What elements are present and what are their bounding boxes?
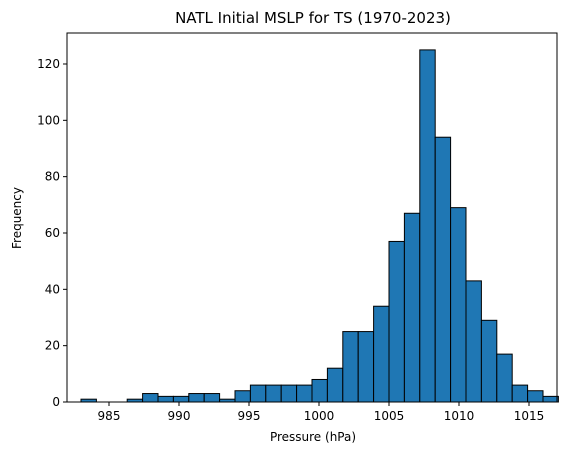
histogram-bar — [326, 367, 344, 403]
histogram-bar — [480, 319, 498, 403]
x-tick-label: 1000 — [304, 409, 335, 423]
x-tick-label: 995 — [238, 409, 261, 423]
x-tick-label: 985 — [98, 409, 121, 423]
histogram-bar — [203, 393, 221, 403]
y-tick-label: 120 — [37, 57, 60, 71]
histogram-bar — [373, 305, 390, 403]
y-axis-ticks: 0 20 40 60 80 100 120 — [37, 57, 67, 409]
histogram-bar — [280, 384, 298, 403]
histogram-bar — [342, 331, 359, 403]
histogram-bar — [157, 395, 174, 403]
histogram-bar — [296, 384, 313, 403]
histogram-bar — [465, 280, 482, 403]
y-tick-label: 40 — [45, 282, 60, 296]
x-tick-label: 990 — [168, 409, 191, 423]
histogram-bar — [265, 384, 282, 403]
y-tick-label: 20 — [45, 339, 60, 353]
histogram-bar — [172, 395, 190, 403]
y-tick-label: 0 — [52, 395, 60, 409]
chart-title: NATL Initial MSLP for TS (1970-2023) — [175, 9, 451, 27]
y-tick-label: 80 — [45, 170, 60, 184]
histogram-bar — [527, 390, 544, 403]
histogram-bar — [419, 49, 436, 403]
histogram-bar — [496, 353, 513, 403]
histogram-bar — [142, 393, 159, 403]
x-axis-label: Pressure (hPa) — [270, 430, 356, 444]
histogram-bar — [234, 390, 251, 403]
histogram-bar — [450, 207, 467, 403]
y-axis-label: Frequency — [10, 187, 24, 249]
histogram-bar — [511, 384, 529, 403]
x-tick-label: 1010 — [444, 409, 475, 423]
y-tick-label: 60 — [45, 226, 60, 240]
histogram-bar — [188, 393, 205, 403]
histogram-bar — [357, 331, 375, 403]
histogram-bar — [403, 212, 421, 403]
x-axis-ticks: 985 990 995 1000 1005 1010 1015 — [98, 402, 545, 423]
histogram-bar — [434, 136, 452, 403]
histogram-bar — [249, 384, 267, 403]
plot-area-frame — [66, 32, 558, 403]
histogram-bar — [388, 240, 405, 403]
x-tick-label: 1005 — [374, 409, 405, 423]
histogram-bar — [311, 378, 328, 403]
x-tick-label: 1015 — [514, 409, 545, 423]
y-tick-label: 100 — [37, 113, 60, 127]
histogram-bar — [542, 395, 559, 403]
